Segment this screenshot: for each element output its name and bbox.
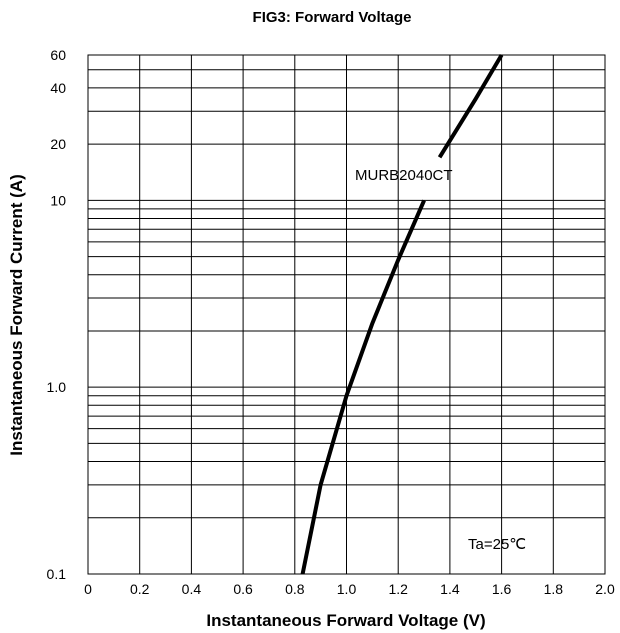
y-tick-label: 1.0: [47, 379, 67, 395]
x-tick-label: 0.6: [233, 581, 253, 597]
y-tick-label: 40: [50, 80, 66, 96]
x-tick-label: 0: [84, 581, 92, 597]
y-tick-labels: 0.1 1.0 10 20 40 60: [47, 47, 67, 582]
x-tick-label: 0.2: [130, 581, 150, 597]
series-line-lower: [300, 199, 426, 575]
x-tick-label: 1.2: [388, 581, 408, 597]
x-tick-label: 0.8: [285, 581, 305, 597]
x-tick-label: 1.4: [440, 581, 460, 597]
chart-title: FIG3: Forward Voltage: [253, 9, 412, 26]
series-line-upper: [437, 53, 504, 159]
y-tick-label: 60: [50, 47, 66, 63]
y-tick-label: 20: [50, 136, 66, 152]
temperature-annotation: Ta=25℃: [468, 536, 526, 553]
x-tick-label: 1.8: [544, 581, 564, 597]
plot-frame: [87, 54, 606, 575]
y-tick-label: 10: [50, 192, 66, 208]
x-tick-label: 2.0: [595, 581, 615, 597]
x-tick-label: 0.4: [182, 581, 202, 597]
x-tick-label: 1.0: [337, 581, 357, 597]
x-axis-title: Instantaneous Forward Voltage (V): [206, 611, 485, 630]
series: [300, 53, 504, 575]
y-axis-title: Instantaneous Forward Current (A): [7, 174, 26, 455]
series-label: MURB2040CT: [355, 167, 453, 184]
y-tick-label: 0.1: [47, 566, 67, 582]
grid: [87, 54, 606, 575]
x-tick-labels: 0 0.2 0.4 0.6 0.8 1.0 1.2 1.4 1.6 1.8 2.0: [84, 581, 615, 597]
x-tick-label: 1.6: [492, 581, 512, 597]
